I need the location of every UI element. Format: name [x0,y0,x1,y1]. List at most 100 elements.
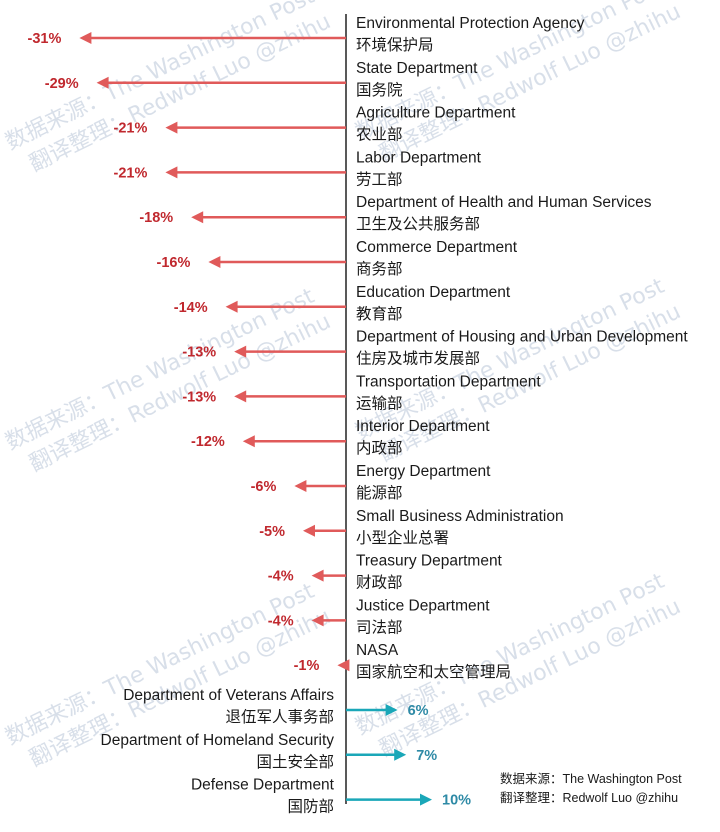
value-label: 6% [408,703,429,719]
department-label: Department of Homeland Security [101,732,335,749]
department-label-cn: 住房及城市发展部 [356,350,480,368]
department-label-cn: 劳工部 [356,170,403,188]
department-label: Justice Department [356,597,490,614]
department-label: Transportation Department [356,373,541,390]
chart-row: Treasury Department 财政部 -4% [268,553,503,592]
value-arrow-head [79,32,92,44]
chart-row: NASA 国家航空和太空管理局 -1% [294,642,511,681]
value-arrow-head [394,748,407,761]
value-arrow-head [385,704,398,716]
value-label: 7% [416,748,437,764]
value-label: -14% [174,300,208,316]
chart-row: Energy Department 能源部 -6% [251,463,491,502]
chart-row: Education Department 教育部 -14% [174,284,511,323]
value-label: 10% [442,793,471,809]
value-label: -13% [182,345,216,361]
value-arrow-head [337,659,350,672]
department-label-cn: 内政部 [356,439,403,457]
chart-row: Justice Department 司法部 -4% [268,597,490,636]
department-label-cn: 国务院 [356,80,403,99]
value-arrow-head [303,524,315,537]
chart-row: Environmental Protection Agency 环境保护局 -31% [28,15,585,54]
department-label-cn: 能源部 [356,484,403,502]
value-label: -4% [268,569,294,585]
department-label: NASA [356,642,399,659]
department-label: State Department [356,60,478,77]
department-label-cn: 商务部 [356,260,403,278]
value-label: -13% [182,389,216,405]
value-label: -4% [268,613,294,629]
department-label: Agriculture Department [356,105,516,122]
value-label: -1% [294,658,320,674]
value-arrow-head [242,435,255,448]
department-label: Department of Health and Human Services [356,194,652,211]
source-note: 数据来源：The Washington Post 翻译整理：Redwolf Lu… [500,771,682,805]
source-line: 数据来源：The Washington Post [500,771,682,786]
department-label-cn: 运输部 [356,394,403,412]
value-arrow-head [165,166,178,179]
chart-row: Defense Department 国防部 10% [191,777,471,816]
value-arrow-head [208,256,221,268]
value-arrow-head [96,76,109,89]
chart-row: Labor Department 劳工部 -21% [114,149,482,188]
watermark-line: 翻译整理：Redwolf Luo @zhihu [26,9,335,177]
value-label: -12% [191,434,225,450]
chart-row: Interior Department 内政部 -12% [191,418,490,457]
value-arrow-head [294,480,307,492]
chart-row: Transportation Department 运输部 -13% [182,373,541,412]
chart-row: Department of Health and Human Services 卫… [139,194,651,233]
department-label-cn: 退伍军人事务部 [225,708,334,726]
department-label-cn: 司法部 [356,618,403,636]
department-label: Treasury Department [356,553,503,570]
value-label: -6% [251,479,277,495]
department-label-cn: 国防部 [287,798,334,816]
department-label: Defense Department [191,777,335,794]
value-label: -29% [45,76,79,92]
value-arrow-head [311,614,324,627]
chart-row: State Department 国务院 -29% [45,60,478,99]
department-label-cn: 小型企业总署 [356,529,449,547]
chart-row: Department of Homeland Security 国土安全部 7% [101,732,438,771]
value-arrow-head [225,300,238,313]
value-label: -18% [139,210,173,226]
value-arrow-head [234,345,247,358]
department-label: Energy Department [356,463,491,480]
credit-line: 翻译整理：Redwolf Luo @zhihu [500,790,678,805]
watermark-line: 翻译整理：Redwolf Luo @zhihu [26,309,335,477]
department-label-cn: 卫生及公共服务部 [356,215,480,233]
department-label: Interior Department [356,418,490,435]
value-label: -21% [114,165,148,181]
value-arrow-head [311,569,324,582]
department-label-cn: 财政部 [356,574,403,592]
department-label: Labor Department [356,149,482,166]
department-label: Small Business Administration [356,508,564,525]
value-arrow-head [165,121,178,134]
value-arrow-head [234,390,247,403]
department-label: Department of Veterans Affairs [123,687,334,704]
department-label-cn: 国土安全部 [256,753,334,771]
value-arrow-head [420,793,432,806]
department-label-cn: 环境保护局 [356,35,434,54]
value-label: -31% [28,31,62,47]
chart-row: Department of Housing and Urban Developm… [182,329,688,368]
department-label: Department of Housing and Urban Developm… [356,329,688,346]
department-label-cn: 农业部 [356,126,403,144]
value-label: -16% [157,255,191,271]
chart-row: Department of Veterans Affairs 退伍军人事务部 6% [123,687,428,726]
chart-rows: Environmental Protection Agency 环境保护局 -31%… [28,15,689,816]
value-label: -21% [114,121,148,137]
watermark-line: 数据来源：The Washington Post [2,284,319,456]
department-label: Environmental Protection Agency [356,15,585,32]
department-label: Commerce Department [356,239,518,256]
department-label-cn: 教育部 [356,305,403,323]
chart-row: Commerce Department 商务部 -16% [157,239,518,278]
chart-row: Agriculture Department 农业部 -21% [114,105,517,144]
chart-row: Small Business Administration 小型企业总署 -5% [259,508,563,547]
department-label-cn: 国家航空和太空管理局 [356,663,511,681]
value-arrow-head [191,211,204,224]
watermark-line: 数据来源：The Washington Post [352,569,669,741]
department-label: Education Department [356,284,511,301]
